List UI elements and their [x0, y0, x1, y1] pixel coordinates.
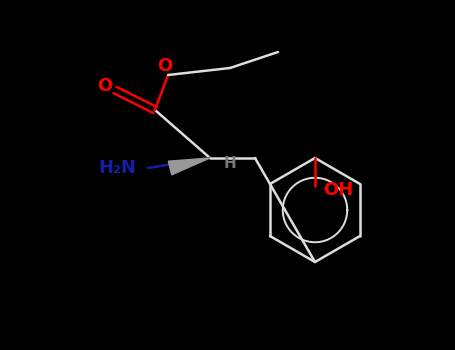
Text: O: O [157, 57, 172, 75]
Text: O: O [97, 77, 113, 95]
Text: H₂N: H₂N [98, 159, 136, 177]
Polygon shape [168, 158, 210, 175]
Text: OH: OH [323, 181, 353, 199]
Text: H: H [224, 155, 237, 170]
